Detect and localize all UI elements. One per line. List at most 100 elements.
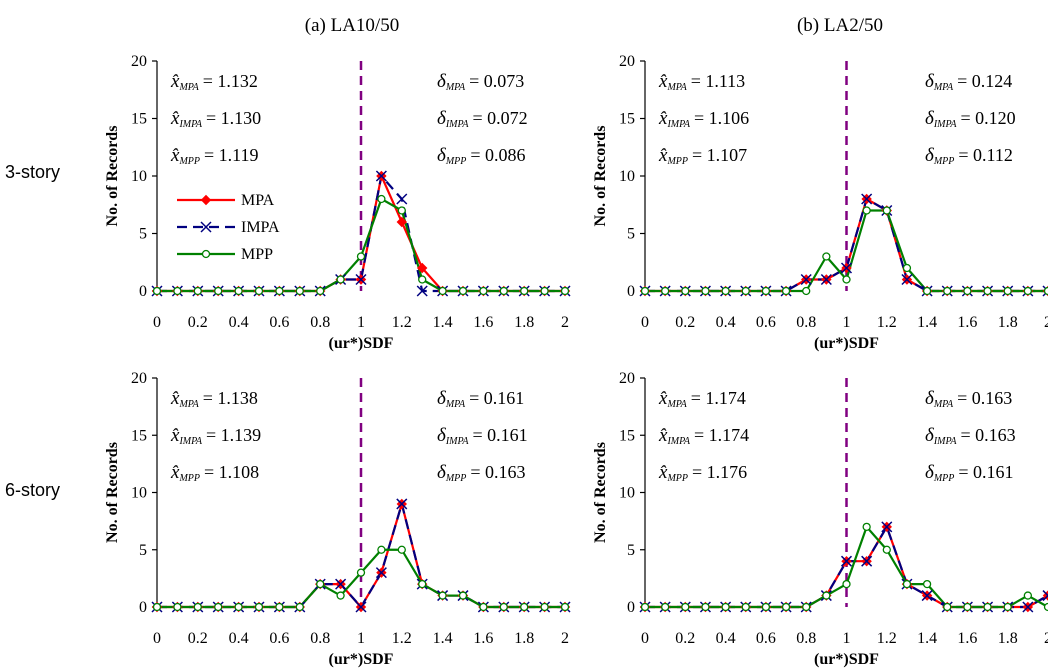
series-point-mpp <box>316 286 325 296</box>
x-tick-label: 0.4 <box>716 314 736 331</box>
y-tick-label: 5 <box>627 226 635 243</box>
series-point-mpp <box>701 286 710 296</box>
chart-panel: 0 5 10 15 20 0 0.2 0.4 0.6 0.8 1 1.2 1.4 1.6 1.8 2 (ur*)… <box>104 370 571 668</box>
series-point-impa <box>840 555 853 567</box>
x-tick-label: 1 <box>357 314 365 331</box>
y-tick-label: 0 <box>139 283 147 300</box>
y-tick-label: 20 <box>619 370 635 387</box>
series-point-mpp <box>721 602 730 612</box>
series-point-mpp <box>193 602 202 612</box>
y-tick-label: 5 <box>139 542 147 559</box>
series-point-mpp <box>520 602 529 612</box>
x-tick-label: 0 <box>153 630 161 647</box>
series-point-mpp <box>356 568 366 577</box>
series-point-mpp <box>479 286 488 296</box>
series-point-impa <box>861 193 873 205</box>
series-point-impa <box>921 590 933 602</box>
series-point-mpp <box>661 286 670 296</box>
stat-dispersion: δMPP = 0.163 <box>437 462 526 484</box>
series-point-mpp <box>540 286 549 296</box>
series-point-mpp <box>234 602 243 612</box>
legend-label-impa: IMPA <box>241 219 280 236</box>
series-point-mpp <box>882 545 891 554</box>
y-tick-label: 0 <box>627 283 635 300</box>
series-point-mpp <box>741 602 750 612</box>
series-point-mpp <box>943 286 952 296</box>
x-tick-label: 1.4 <box>917 314 937 331</box>
stat-dispersion: δIMPA = 0.120 <box>925 108 1016 130</box>
series-point-impa <box>396 498 408 510</box>
series-point-impa <box>375 567 387 579</box>
column-title-b: (b) LA2/50 <box>797 15 883 36</box>
y-tick-label: 10 <box>131 485 147 502</box>
x-tick-label: 1.6 <box>957 314 977 331</box>
row-label-6-story: 6-story <box>5 480 60 500</box>
y-tick-label: 15 <box>131 111 147 128</box>
series-point-mpp <box>214 286 223 296</box>
x-tick-label: 0.4 <box>229 314 249 331</box>
series-point-mpp <box>963 602 972 612</box>
y-tick-label: 5 <box>139 226 147 243</box>
series-point-mpp <box>316 579 325 589</box>
series-point-impa <box>901 273 913 286</box>
series-point-mpp <box>862 206 871 215</box>
chart-panel: 0 5 10 15 20 0 0.2 0.4 0.6 0.8 1 1.2 1.4 1.6 1.8 2 (ur*)… <box>104 53 571 352</box>
stat-dispersion: δMPP = 0.112 <box>925 145 1013 167</box>
x-tick-label: 0 <box>641 630 649 647</box>
x-tick-label: 1.8 <box>514 630 534 647</box>
x-tick-label: 0.6 <box>756 630 776 647</box>
x-axis-title: (ur*)SDF <box>814 335 879 352</box>
series-point-mpp <box>458 286 468 296</box>
y-axis-title: No. of Records <box>104 442 121 543</box>
x-tick-label: 0.8 <box>796 630 816 647</box>
stat-median: x̂MPA = 1.174 <box>658 388 746 410</box>
series-point-mpp <box>1023 591 1032 600</box>
series-point-mpp <box>499 286 508 296</box>
x-tick-label: 0.2 <box>675 630 695 647</box>
series-point-mpp <box>275 286 284 296</box>
series-point-mpp <box>741 286 750 296</box>
y-axis-title: No. of Records <box>592 442 609 543</box>
stat-median: x̂MPA = 1.113 <box>658 71 745 93</box>
series-point-mpp <box>418 579 427 589</box>
chart-panel: 0 5 10 15 20 0 0.2 0.4 0.6 0.8 1 1.2 1.4 1.6 1.8 2 (ur*)… <box>592 53 1048 352</box>
series-point-mpp <box>963 286 972 296</box>
series-point-mpa <box>396 216 408 228</box>
series-point-mpp <box>983 602 992 612</box>
series-point-mpp <box>922 579 932 589</box>
x-tick-label: 0.2 <box>188 630 208 647</box>
x-tick-label: 2 <box>1044 314 1048 331</box>
stat-median: x̂IMPA = 1.106 <box>658 108 749 130</box>
x-tick-label: 1.2 <box>877 314 897 331</box>
series-point-impa <box>1042 590 1048 602</box>
series-point-mpa <box>1042 590 1048 601</box>
x-tick-label: 1.4 <box>433 630 453 647</box>
x-tick-label: 1.8 <box>998 314 1018 331</box>
series-point-mpp <box>781 286 791 296</box>
x-tick-label: 1.6 <box>473 630 493 647</box>
x-tick-label: 0.6 <box>756 314 776 331</box>
series-point-mpp <box>438 286 447 296</box>
stat-dispersion: δMPA = 0.124 <box>925 71 1012 93</box>
series-point-mpp <box>701 602 710 612</box>
series-point-mpp <box>862 522 871 531</box>
series-point-mpp <box>1043 286 1048 296</box>
series-point-impa <box>1042 285 1048 297</box>
series-point-mpp <box>943 602 952 612</box>
stat-dispersion: δIMPA = 0.163 <box>925 425 1016 447</box>
series-point-mpp <box>152 286 162 296</box>
stat-median: x̂MPP = 1.119 <box>170 145 258 167</box>
x-tick-label: 0.8 <box>310 630 330 647</box>
x-tick-label: 1.8 <box>998 630 1018 647</box>
stat-median: x̂MPA = 1.132 <box>170 71 258 93</box>
series-point-impa <box>861 555 873 567</box>
x-tick-label: 2 <box>1044 630 1048 647</box>
series-point-impa <box>396 193 408 205</box>
series-point-mpp <box>173 286 182 296</box>
series-point-impa <box>820 273 832 286</box>
series-point-mpp <box>397 206 406 215</box>
series-point-mpp <box>193 286 202 296</box>
series-point-mpp <box>681 602 690 612</box>
x-tick-label: 1 <box>357 630 365 647</box>
series-point-mpp <box>438 591 447 600</box>
